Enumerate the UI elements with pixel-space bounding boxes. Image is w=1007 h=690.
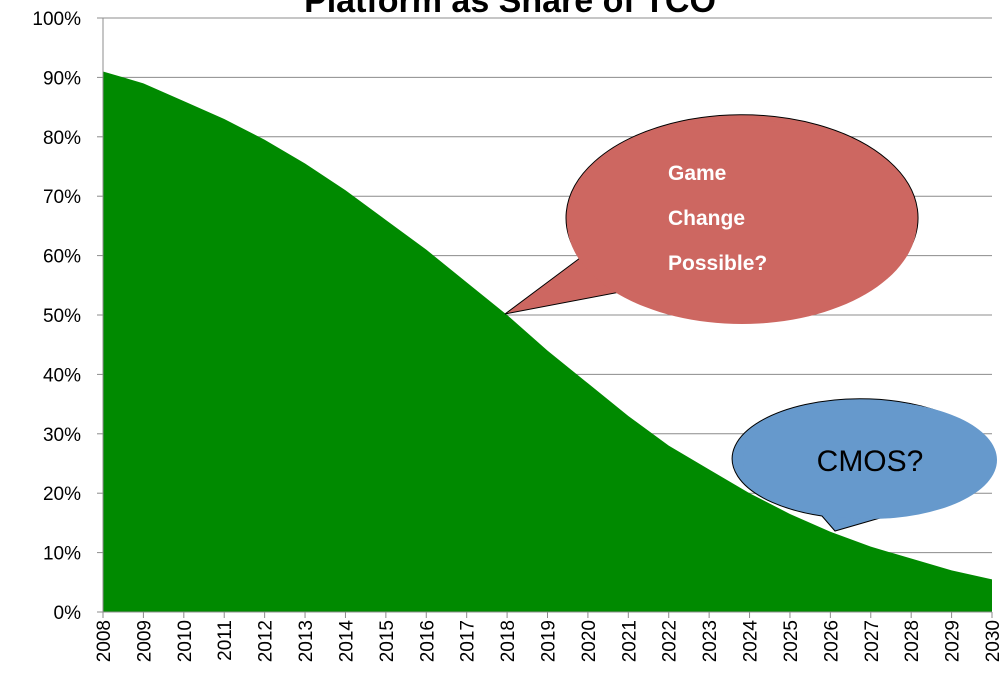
x-tick-label: 2023 bbox=[700, 620, 721, 662]
x-tick-label: 2026 bbox=[821, 620, 842, 662]
annotation: CMOS? bbox=[817, 445, 924, 478]
y-tick-label: 50% bbox=[43, 306, 81, 327]
x-tick-label: 2011 bbox=[215, 620, 236, 661]
x-tick-label: 2013 bbox=[296, 620, 317, 662]
y-tick-label: 70% bbox=[43, 187, 81, 208]
x-tick-label: 2017 bbox=[458, 620, 479, 662]
y-tick-label: 60% bbox=[43, 247, 81, 268]
annotation: Game Change Possible? bbox=[668, 162, 767, 275]
y-tick-label: 80% bbox=[43, 128, 81, 149]
x-tick-label: 2018 bbox=[498, 620, 519, 662]
x-tick-label: 2020 bbox=[579, 620, 600, 662]
x-tick-label: 2030 bbox=[983, 620, 1004, 662]
y-tick-label: 90% bbox=[43, 68, 81, 89]
x-tick-label: 2019 bbox=[539, 620, 560, 662]
x-tick-label: 2016 bbox=[417, 620, 438, 662]
y-tick-label: 20% bbox=[43, 484, 81, 505]
annotation-line: Change bbox=[668, 207, 745, 230]
x-tick-label: 2008 bbox=[94, 620, 115, 662]
x-tick-label: 2029 bbox=[943, 620, 964, 662]
annotation-line: Possible? bbox=[668, 252, 767, 275]
x-tick-label: 2024 bbox=[741, 620, 762, 663]
speech-bubble-body bbox=[743, 401, 997, 519]
x-tick-label: 2025 bbox=[781, 620, 802, 662]
y-tick-label: 30% bbox=[43, 425, 81, 446]
speech-bubble-body bbox=[567, 120, 917, 324]
x-tick-label: 2012 bbox=[256, 620, 277, 662]
x-tick-label: 2028 bbox=[902, 620, 923, 662]
x-tick-label: 2015 bbox=[377, 620, 398, 662]
x-tick-label: 2027 bbox=[862, 620, 883, 662]
x-tick-label: 2009 bbox=[134, 620, 155, 662]
y-tick-label: 10% bbox=[43, 544, 81, 565]
y-tick-label: 40% bbox=[43, 365, 81, 386]
annotation-line: Game bbox=[668, 162, 726, 185]
x-tick-label: 2021 bbox=[619, 620, 640, 662]
x-tick-label: 2014 bbox=[336, 620, 357, 663]
x-tick-label: 2010 bbox=[175, 620, 196, 662]
chart-title: Platform as Share of TCO bbox=[304, 0, 716, 20]
y-tick-label: 0% bbox=[54, 603, 82, 624]
x-tick-label: 2022 bbox=[660, 620, 681, 662]
y-tick-label: 100% bbox=[32, 9, 81, 30]
area bbox=[103, 71, 992, 612]
